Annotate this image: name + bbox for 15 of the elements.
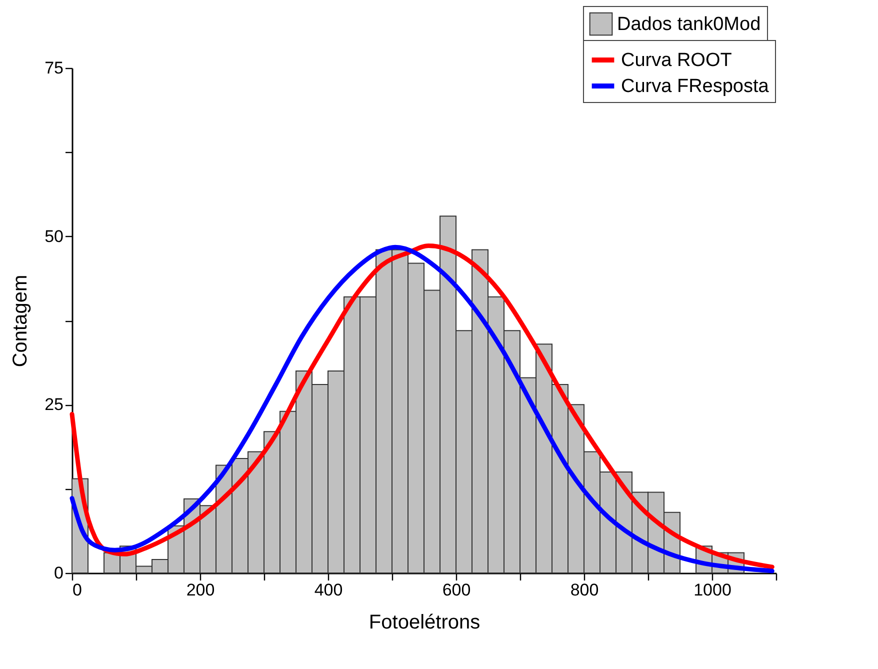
x-tick-label: 1000: [694, 580, 732, 600]
y-tick-label: 25: [44, 395, 64, 414]
x-axis-title: Fotoelétrons: [368, 612, 480, 634]
y-tick-label: 75: [44, 58, 64, 78]
y-axis-title: Contagem: [10, 274, 32, 368]
y-tick-label: 0: [54, 564, 64, 582]
y-tick-label: 50: [44, 226, 64, 246]
x-tick-label: 200: [186, 580, 215, 600]
x-tick-label: 0: [72, 580, 82, 600]
x-tick-label: 400: [314, 580, 343, 600]
x-tick-label: 600: [442, 580, 471, 600]
x-tick-label: 800: [570, 580, 599, 600]
legend-label: Dados tank0Mod: [617, 14, 761, 35]
legend-label: Curva ROOT: [621, 50, 732, 71]
legend-label: Curva FResposta: [621, 76, 770, 97]
